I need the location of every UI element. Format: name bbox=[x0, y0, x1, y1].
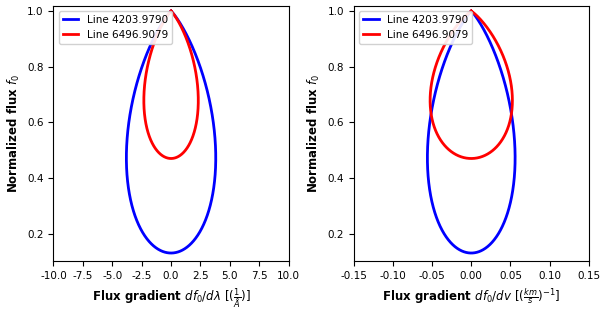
Line 6496.9079 bbox=[167, 9, 175, 13]
Line 6496.9079 bbox=[468, 9, 475, 13]
Line 4203.9790 bbox=[467, 10, 474, 14]
X-axis label: Flux gradient $df_0/d\lambda$ $[(\frac{1}{\AA})]$: Flux gradient $df_0/d\lambda$ $[(\frac{1… bbox=[92, 287, 250, 310]
Line 4203.9790 bbox=[468, 9, 475, 13]
Line 4203.9790 bbox=[467, 251, 474, 255]
Line 4203.9790 bbox=[468, 9, 475, 13]
Line 6496.9079 bbox=[468, 9, 475, 13]
Line 4203.9790 bbox=[167, 251, 175, 255]
Line 4203.9790 bbox=[124, 132, 131, 136]
Line 6496.9079 bbox=[141, 84, 148, 88]
Line 4203.9790 bbox=[167, 9, 175, 13]
Line 4203.9790 bbox=[468, 9, 475, 13]
Line 6496.9079 bbox=[468, 9, 475, 13]
Line 6496.9079 bbox=[167, 9, 175, 13]
Line: Line 4203.9790: Line 4203.9790 bbox=[427, 11, 515, 253]
Line 6496.9079 bbox=[468, 9, 475, 13]
Line 6496.9079 bbox=[167, 9, 175, 13]
Line 6496.9079 bbox=[142, 122, 150, 126]
Line 4203.9790 bbox=[468, 9, 475, 13]
Line 6496.9079 bbox=[430, 122, 437, 126]
Line 4203.9790 bbox=[167, 9, 175, 13]
Line 6496.9079 bbox=[168, 9, 175, 13]
Y-axis label: Normalized flux $f_0$: Normalized flux $f_0$ bbox=[306, 74, 322, 193]
Line: Line 6496.9079: Line 6496.9079 bbox=[430, 11, 513, 159]
Line 4203.9790 bbox=[168, 9, 175, 13]
Line 6496.9079 bbox=[167, 9, 175, 13]
Line: Line 6496.9079: Line 6496.9079 bbox=[144, 11, 198, 159]
Line 6496.9079 bbox=[467, 9, 474, 13]
Line 4203.9790 bbox=[427, 194, 435, 198]
Line 6496.9079 bbox=[427, 84, 435, 88]
Legend: Line 4203.9790, Line 6496.9079: Line 4203.9790, Line 6496.9079 bbox=[59, 11, 172, 44]
Line 6496.9079 bbox=[467, 157, 474, 161]
Y-axis label: Normalized flux $f_0$: Normalized flux $f_0$ bbox=[5, 74, 22, 193]
Line 4203.9790 bbox=[166, 10, 173, 14]
Line 6496.9079 bbox=[167, 157, 175, 161]
Line 6496.9079 bbox=[467, 10, 474, 14]
Line 4203.9790 bbox=[126, 194, 133, 198]
Line 4203.9790 bbox=[167, 9, 175, 13]
Legend: Line 4203.9790, Line 6496.9079: Line 4203.9790, Line 6496.9079 bbox=[359, 11, 472, 44]
Line 4203.9790 bbox=[467, 9, 474, 13]
X-axis label: Flux gradient $df_0/dv$ $[(\frac{km}{s})^{-1}]$: Flux gradient $df_0/dv$ $[(\frac{km}{s})… bbox=[382, 287, 561, 306]
Line: Line 4203.9790: Line 4203.9790 bbox=[127, 11, 216, 253]
Line 4203.9790 bbox=[167, 9, 175, 13]
Line 6496.9079 bbox=[167, 10, 174, 14]
Line 4203.9790 bbox=[425, 132, 432, 136]
